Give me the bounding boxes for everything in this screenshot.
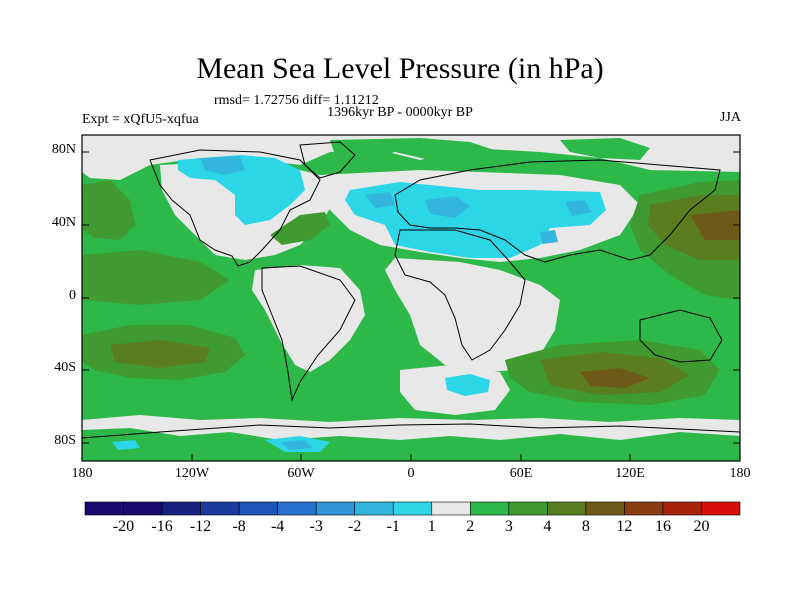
colorbar-label: 1	[427, 518, 436, 535]
indian-ocean-high-peak	[580, 368, 650, 388]
west-pacific-high-peak	[690, 210, 740, 240]
colorbar-label: 20	[693, 518, 710, 535]
colorbar-label: -3	[309, 518, 323, 535]
colorbar-swatch	[84, 501, 124, 516]
atlantic-high	[270, 212, 330, 245]
lon-label-180e: 180	[729, 466, 751, 481]
arctic-green-east	[560, 138, 650, 160]
colorbar-swatch	[701, 501, 741, 516]
antarctic-low-2	[280, 440, 312, 450]
eurasia-low	[345, 182, 606, 258]
colorbar-label: -2	[348, 518, 362, 535]
west-pacific-high-core	[648, 195, 740, 260]
contour-field	[82, 135, 740, 461]
coast-greenland	[299, 141, 356, 179]
lat-label-0: 0	[69, 288, 76, 303]
colorbar-label: -8	[232, 518, 246, 535]
lon-label-120e: 120E	[615, 466, 645, 481]
lon-label-0: 0	[407, 466, 415, 481]
lon-label-180w: 180	[71, 466, 93, 481]
colorbar-label: -12	[189, 518, 212, 535]
colorbar-swatch	[624, 501, 664, 516]
lat-label-80s: 80S	[54, 433, 76, 448]
colorbar-label: -4	[270, 518, 285, 535]
coast-south-america	[261, 265, 356, 402]
coast-north-america	[149, 149, 321, 267]
colorbar-swatch	[662, 501, 702, 516]
south-america-neutral	[252, 265, 365, 372]
antarctic-green	[82, 428, 740, 461]
colorbar-label: -20	[112, 518, 135, 535]
lat-label-40n: 40N	[51, 215, 76, 230]
lat-label-80n: 80N	[51, 142, 76, 157]
experiment-label: Expt = xQfU5-xqfua	[82, 112, 199, 127]
south-atlantic-low	[445, 374, 490, 396]
lon-label-120w: 120W	[174, 466, 210, 481]
south-pacific-high-core	[110, 340, 210, 368]
colorbar-swatch	[508, 501, 548, 516]
colorbar-label: 2	[466, 518, 475, 535]
colorbar-swatch	[315, 501, 356, 516]
tropical-pacific-green	[82, 250, 230, 305]
east-pacific-high	[82, 180, 135, 240]
canada-low-core	[200, 156, 245, 175]
colorbar-swatch	[277, 501, 317, 516]
colorbar-swatch	[431, 501, 471, 516]
colorbar-swatch	[354, 501, 394, 516]
coast-africa	[394, 229, 526, 361]
colorbar-label: 4	[543, 518, 552, 535]
colorbar-label: 16	[654, 518, 671, 535]
colorbar-label: 8	[581, 518, 590, 535]
colorbar-swatch	[161, 501, 201, 516]
arabia-low-core	[540, 230, 558, 244]
africa-neutral	[385, 258, 560, 372]
asia-low-core	[565, 200, 592, 216]
coast-australia	[639, 309, 723, 363]
colorbar-label: -1	[386, 518, 400, 535]
plot-title: Mean Sea Level Pressure (in hPa)	[196, 52, 604, 85]
period-label: 1396kyr BP - 0000kyr BP	[327, 105, 473, 120]
colorbar-swatch	[469, 501, 510, 516]
coast-antarctica	[82, 423, 740, 439]
colorbar-label: -16	[151, 518, 173, 535]
canada-low	[178, 155, 305, 225]
colorbar-swatch	[547, 501, 587, 516]
colorbar-swatch	[123, 501, 163, 516]
arctic-green-patch	[330, 138, 500, 160]
lon-label-60w: 60W	[287, 466, 315, 481]
season-label: JJA	[719, 110, 741, 125]
lat-label-40s: 40S	[54, 360, 76, 375]
colorbar-swatch	[585, 501, 625, 516]
colorbar-label: 3	[504, 518, 513, 535]
colorbar-swatch	[200, 501, 240, 516]
stats-line: rmsd= 1.72756 diff= 1.11212	[214, 93, 379, 108]
eurasia-low-core	[365, 192, 395, 208]
colorbar-label: 12	[616, 518, 633, 535]
lon-label-60e: 60E	[509, 466, 533, 481]
coast-eurasia	[394, 159, 721, 263]
colorbar-swatch	[238, 501, 278, 516]
colorbar-swatch	[392, 501, 433, 516]
coastlines	[82, 141, 740, 439]
europe-low-core	[425, 196, 470, 218]
axis-ticks	[81, 151, 741, 461]
antarctic-low-3	[112, 440, 140, 450]
